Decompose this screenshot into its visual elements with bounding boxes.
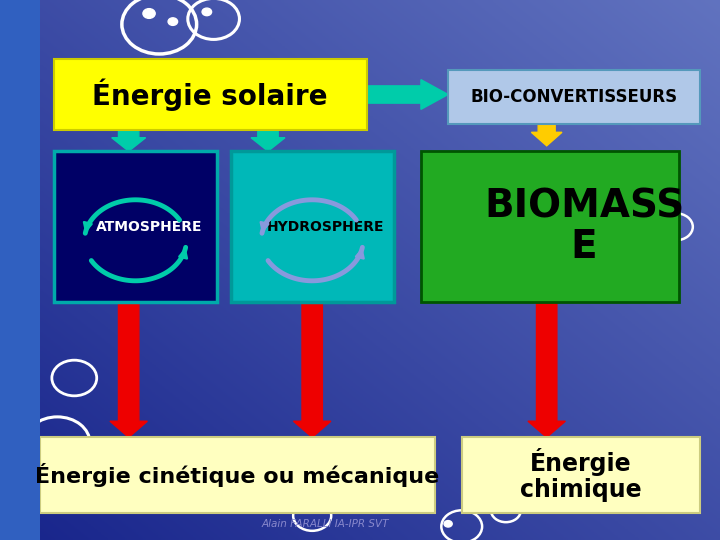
- Polygon shape: [251, 130, 285, 151]
- FancyBboxPatch shape: [40, 437, 435, 513]
- Text: HYDROSPHERE: HYDROSPHERE: [267, 220, 384, 234]
- FancyBboxPatch shape: [448, 70, 700, 124]
- Text: ATMOSPHERE: ATMOSPHERE: [96, 220, 202, 234]
- Circle shape: [444, 521, 452, 527]
- Polygon shape: [531, 124, 562, 146]
- Text: Alain FARALLI IA-IPR SVT: Alain FARALLI IA-IPR SVT: [262, 519, 390, 529]
- Polygon shape: [366, 80, 448, 109]
- Polygon shape: [110, 302, 148, 437]
- Polygon shape: [294, 302, 331, 437]
- Circle shape: [168, 18, 178, 25]
- Text: BIO-CONVERTISSEURS: BIO-CONVERTISSEURS: [470, 88, 678, 106]
- FancyBboxPatch shape: [54, 59, 366, 130]
- Polygon shape: [528, 302, 565, 437]
- FancyBboxPatch shape: [230, 151, 394, 302]
- Text: Énergie
chimique: Énergie chimique: [520, 448, 642, 502]
- Text: BIOMASS
E: BIOMASS E: [484, 187, 684, 266]
- Circle shape: [202, 8, 212, 16]
- Text: Énergie solaire: Énergie solaire: [92, 78, 328, 111]
- FancyBboxPatch shape: [54, 151, 217, 302]
- Circle shape: [143, 9, 156, 18]
- FancyBboxPatch shape: [462, 437, 700, 513]
- Text: Énergie cinétique ou mécanique: Énergie cinétique ou mécanique: [35, 463, 439, 487]
- Circle shape: [606, 177, 616, 185]
- Polygon shape: [112, 130, 145, 151]
- FancyBboxPatch shape: [421, 151, 679, 302]
